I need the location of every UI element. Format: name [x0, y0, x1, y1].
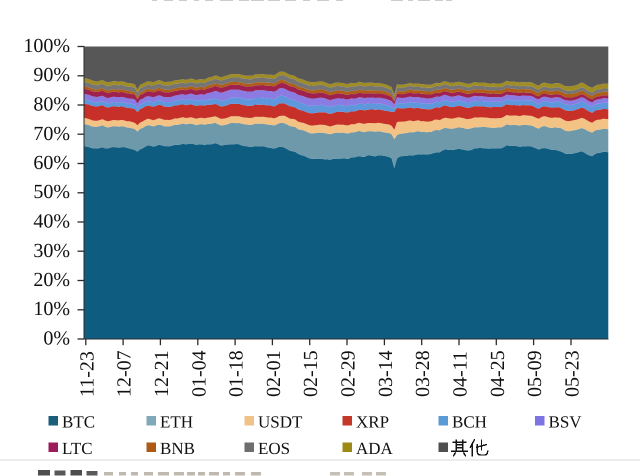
- svg-text:05-23: 05-23: [562, 350, 584, 397]
- svg-text:90%: 90%: [33, 64, 70, 86]
- svg-text:01-04: 01-04: [188, 350, 210, 397]
- svg-text:30%: 30%: [33, 240, 70, 262]
- svg-text:LTC: LTC: [62, 439, 93, 458]
- svg-text:40%: 40%: [33, 211, 70, 233]
- svg-text:02-15: 02-15: [300, 350, 322, 397]
- svg-text:11-23: 11-23: [76, 351, 98, 397]
- svg-text:BTC: BTC: [62, 413, 95, 432]
- svg-text:BCH: BCH: [452, 413, 487, 432]
- svg-text:02-01: 02-01: [263, 350, 285, 397]
- svg-text:05-09: 05-09: [524, 350, 546, 397]
- svg-text:10%: 10%: [33, 298, 70, 320]
- svg-text:03-28: 03-28: [412, 350, 434, 397]
- svg-text:ETH: ETH: [160, 413, 193, 432]
- svg-text:100%: 100%: [23, 35, 70, 57]
- svg-text:20%: 20%: [33, 269, 70, 291]
- svg-text:BSV: BSV: [549, 413, 583, 432]
- svg-text:12-21: 12-21: [151, 350, 173, 397]
- svg-text:50%: 50%: [33, 181, 70, 203]
- svg-text:80%: 80%: [33, 94, 70, 116]
- svg-text:60%: 60%: [33, 152, 70, 174]
- svg-text:ADA: ADA: [356, 439, 394, 458]
- svg-text:01-18: 01-18: [226, 350, 248, 397]
- svg-text:XRP: XRP: [356, 413, 389, 432]
- svg-text:70%: 70%: [33, 123, 70, 145]
- svg-text:EOS: EOS: [258, 439, 290, 458]
- svg-text:02-29: 02-29: [338, 350, 360, 397]
- svg-text:04-11: 04-11: [450, 351, 472, 397]
- svg-text:12-07: 12-07: [114, 350, 136, 397]
- svg-text:USDT: USDT: [258, 413, 303, 432]
- svg-text:04-25: 04-25: [487, 350, 509, 397]
- svg-text:03-14: 03-14: [375, 350, 397, 397]
- svg-text:BNB: BNB: [160, 439, 195, 458]
- svg-text:0%: 0%: [43, 328, 70, 350]
